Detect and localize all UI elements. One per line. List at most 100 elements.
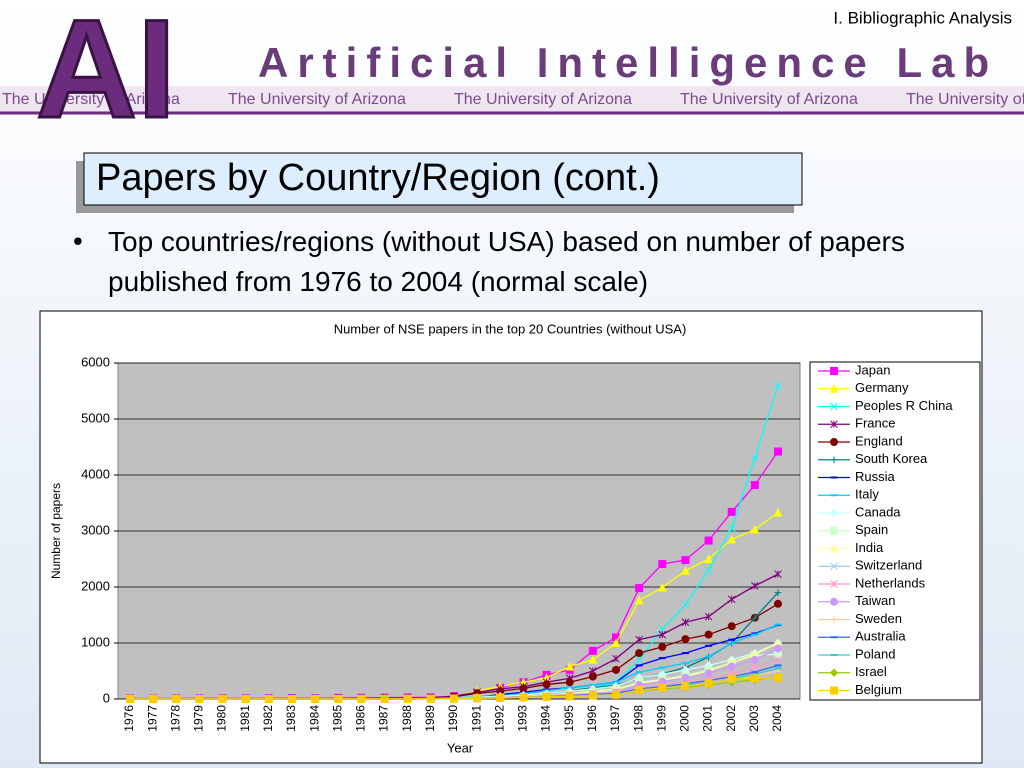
marker bbox=[774, 644, 782, 653]
marker bbox=[774, 673, 782, 682]
marker bbox=[727, 534, 737, 544]
marker bbox=[830, 580, 838, 588]
marker bbox=[750, 674, 759, 683]
marker bbox=[830, 686, 838, 695]
marker bbox=[704, 536, 713, 545]
marker bbox=[565, 678, 574, 687]
marker bbox=[750, 524, 760, 534]
strip: The University of Arizona The University… bbox=[2, 91, 1024, 108]
x-tick-label: 1980 bbox=[215, 705, 229, 732]
x-tick-label: 2000 bbox=[678, 705, 692, 732]
marker bbox=[288, 695, 296, 703]
x-tick-label: 2003 bbox=[747, 705, 761, 732]
x-tick-label: 1988 bbox=[400, 705, 414, 732]
legend-label: Germany bbox=[855, 380, 909, 395]
x-tick-label: 1982 bbox=[261, 705, 275, 732]
y-tick-label: 1000 bbox=[81, 634, 110, 649]
logo: AI bbox=[36, 0, 176, 147]
marker bbox=[658, 560, 667, 569]
marker bbox=[195, 695, 204, 703]
x-tick-label: 1993 bbox=[516, 705, 530, 732]
marker bbox=[727, 595, 736, 604]
marker bbox=[611, 638, 621, 647]
marker bbox=[751, 614, 759, 622]
legend-label: Australia bbox=[855, 629, 906, 644]
marker bbox=[149, 695, 158, 703]
bullet: Top countries/regions (without USA) base… bbox=[108, 226, 905, 297]
marker bbox=[565, 692, 574, 701]
marker bbox=[542, 680, 551, 689]
marker bbox=[727, 662, 736, 671]
slide-title: Papers by Country/Region (cont.) bbox=[96, 157, 660, 199]
x-tick-label: 1996 bbox=[585, 705, 599, 732]
marker bbox=[612, 654, 620, 663]
marker bbox=[473, 694, 482, 703]
marker bbox=[704, 630, 713, 639]
marker bbox=[681, 618, 690, 627]
legend-label: Poland bbox=[855, 646, 895, 661]
legend-label: Netherlands bbox=[855, 575, 926, 590]
marker bbox=[588, 691, 597, 700]
marker bbox=[658, 625, 667, 633]
title-box bbox=[83, 152, 803, 206]
marker bbox=[565, 661, 575, 671]
marker bbox=[334, 695, 343, 703]
marker bbox=[635, 655, 643, 664]
bullet-dot: • bbox=[73, 225, 83, 256]
marker bbox=[658, 642, 667, 651]
legend-label: England bbox=[855, 433, 903, 448]
marker bbox=[704, 566, 713, 575]
x-tick-label: 1984 bbox=[307, 705, 321, 732]
x-tick-label: 1998 bbox=[631, 705, 645, 732]
y-tick-label: 2000 bbox=[81, 578, 110, 593]
strip-text: The University of Arizona bbox=[228, 91, 406, 108]
marker bbox=[830, 367, 838, 375]
x-tick-label: 1999 bbox=[654, 705, 668, 732]
marker bbox=[681, 682, 690, 691]
legend-label: Peoples R China bbox=[855, 398, 953, 413]
marker bbox=[426, 694, 435, 703]
x-tick-label: 1979 bbox=[192, 705, 206, 732]
marker bbox=[588, 672, 597, 681]
x-tick-label: 1986 bbox=[354, 705, 368, 732]
y-tick-label: 0 bbox=[103, 690, 110, 705]
marker bbox=[704, 612, 713, 621]
marker bbox=[830, 526, 838, 535]
marker bbox=[830, 456, 838, 464]
marker bbox=[727, 507, 736, 516]
marker bbox=[751, 582, 759, 590]
marker bbox=[635, 649, 644, 658]
marker bbox=[774, 599, 782, 608]
legend-label: Italy bbox=[855, 487, 879, 502]
marker bbox=[773, 507, 783, 517]
marker bbox=[634, 595, 644, 605]
y-tick-label: 6000 bbox=[81, 354, 110, 369]
legend-label: France bbox=[855, 416, 895, 431]
marker bbox=[519, 684, 528, 693]
marker bbox=[774, 447, 782, 456]
marker bbox=[830, 438, 838, 446]
marker bbox=[635, 635, 643, 644]
marker bbox=[704, 669, 713, 678]
marker bbox=[681, 566, 690, 575]
marker bbox=[218, 695, 227, 703]
marker bbox=[311, 695, 320, 703]
legend-label: Israel bbox=[855, 664, 887, 679]
marker bbox=[612, 665, 620, 674]
marker bbox=[588, 646, 597, 655]
x-tick-label: 1981 bbox=[238, 705, 252, 732]
strip-text: The University of Arizona bbox=[906, 91, 1024, 108]
x-tick-label: 1995 bbox=[562, 705, 576, 732]
x-tick-label: 1977 bbox=[145, 705, 159, 732]
legend-label: Russia bbox=[855, 469, 896, 484]
marker bbox=[774, 570, 782, 578]
marker bbox=[829, 668, 839, 677]
marker bbox=[635, 686, 644, 695]
legend-label: Canada bbox=[855, 504, 901, 519]
y-tick-label: 4000 bbox=[81, 466, 110, 481]
x-tick-label: 1992 bbox=[492, 705, 506, 732]
legend-label: South Korea bbox=[855, 451, 928, 466]
x-tick-label: 2004 bbox=[770, 705, 784, 732]
